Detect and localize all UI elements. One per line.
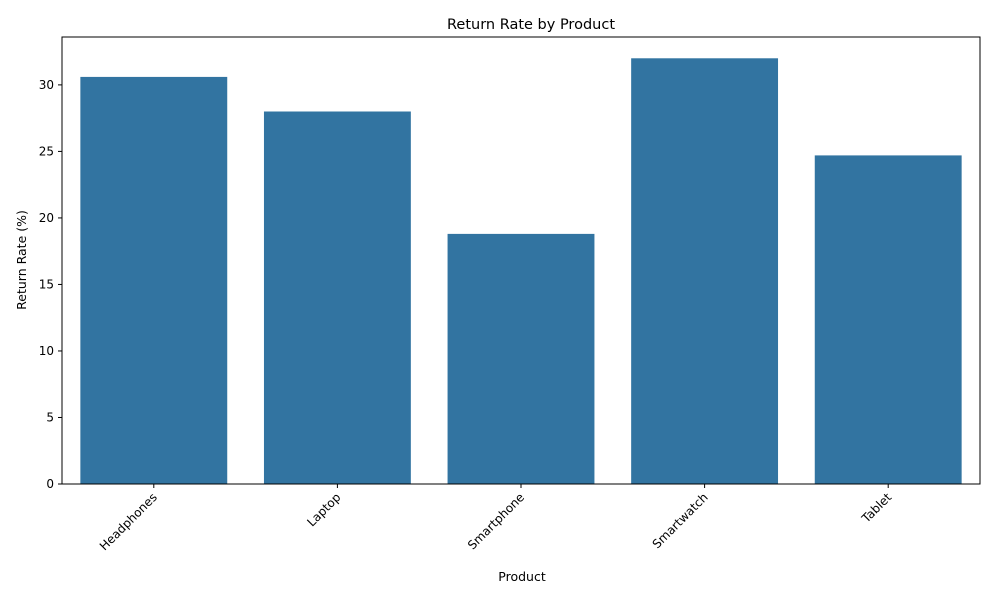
x-axis-label: Product <box>498 569 546 584</box>
x-axis: Headphones Laptop Smartphone Smartwatch Tabl… <box>97 484 895 553</box>
bar-smartwatch <box>631 58 779 485</box>
y-axis-label: Return Rate (%) <box>14 210 29 310</box>
y-tick-label: 30 <box>39 78 54 92</box>
y-tick-label: 5 <box>46 410 54 424</box>
bars-layer <box>80 58 962 485</box>
x-tick-label: Laptop <box>304 490 343 529</box>
x-tick-label: Smartwatch <box>650 490 711 551</box>
bar-laptop <box>263 111 411 484</box>
x-tick-label: Tablet <box>858 490 894 526</box>
bar-smartphone <box>447 233 595 484</box>
x-tick-label: Smartphone <box>465 490 527 552</box>
y-tick-label: 15 <box>39 277 54 291</box>
y-axis: 0 5 10 15 20 25 30 <box>39 78 62 491</box>
y-tick-label: 0 <box>46 477 54 491</box>
chart-title: Return Rate by Product <box>447 17 615 33</box>
y-tick-label: 20 <box>39 211 54 225</box>
y-tick-label: 25 <box>39 144 54 158</box>
y-tick-label: 10 <box>39 344 54 358</box>
bar-headphones <box>80 76 228 485</box>
plot-area-frame <box>61 36 981 485</box>
x-tick-label: Headphones <box>97 490 160 553</box>
bar-tablet <box>814 155 962 484</box>
